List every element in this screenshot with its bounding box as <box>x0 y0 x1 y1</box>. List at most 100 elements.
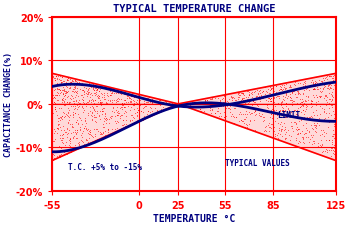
Point <box>266 122 272 126</box>
Point <box>328 149 333 152</box>
Point <box>76 81 82 85</box>
Point <box>68 139 73 143</box>
Point <box>64 78 70 81</box>
Point <box>80 111 85 114</box>
Point <box>150 100 155 104</box>
Point <box>325 81 331 84</box>
Point <box>78 88 83 92</box>
Point <box>97 101 103 104</box>
Point <box>191 102 197 106</box>
Point <box>302 132 307 136</box>
Point <box>300 138 306 142</box>
Point <box>147 101 152 104</box>
Point <box>246 123 252 126</box>
Point <box>56 88 62 91</box>
Point <box>297 106 302 110</box>
Point <box>96 101 101 105</box>
Point <box>90 83 96 87</box>
Point <box>269 87 275 91</box>
Point <box>262 86 268 90</box>
Point <box>302 98 307 102</box>
Point <box>224 99 230 103</box>
Point <box>73 121 78 125</box>
Point <box>123 122 128 126</box>
Point <box>93 116 98 119</box>
Point <box>77 116 83 120</box>
Point <box>100 123 106 126</box>
Point <box>220 105 225 108</box>
Point <box>136 101 142 104</box>
Point <box>62 146 67 150</box>
Point <box>57 148 63 152</box>
Point <box>72 129 78 132</box>
Point <box>312 88 317 91</box>
Point <box>295 107 301 110</box>
Point <box>80 99 86 102</box>
Point <box>329 146 334 150</box>
Point <box>66 79 71 83</box>
Point <box>330 148 336 152</box>
Point <box>126 96 131 100</box>
Point <box>295 82 300 86</box>
Point <box>264 91 270 94</box>
Point <box>180 103 186 106</box>
Point <box>80 107 86 110</box>
Point <box>282 96 288 100</box>
Point <box>321 111 327 115</box>
Point <box>64 96 69 100</box>
Point <box>272 132 278 136</box>
Point <box>320 89 325 93</box>
Point <box>310 127 315 131</box>
Point <box>304 128 310 132</box>
Point <box>305 99 310 102</box>
Point <box>92 119 98 123</box>
Point <box>237 113 242 116</box>
Point <box>141 106 147 110</box>
Point <box>240 92 246 96</box>
Point <box>247 99 253 103</box>
Point <box>295 115 301 119</box>
Point <box>120 119 126 122</box>
Point <box>102 116 107 120</box>
Point <box>65 132 71 135</box>
Point <box>87 109 92 113</box>
Point <box>205 99 210 103</box>
Point <box>51 156 57 160</box>
Point <box>83 105 89 108</box>
Point <box>316 153 322 156</box>
Point <box>98 85 103 89</box>
Point <box>73 132 79 136</box>
Point <box>316 116 321 120</box>
Point <box>56 78 62 82</box>
Point <box>207 109 213 113</box>
Point <box>274 114 280 118</box>
Point <box>231 97 237 101</box>
Point <box>59 99 64 102</box>
Point <box>314 81 320 85</box>
Point <box>268 88 274 92</box>
Point <box>282 87 288 91</box>
Point <box>80 84 85 87</box>
Point <box>159 108 164 111</box>
Point <box>166 102 172 105</box>
Point <box>329 98 335 101</box>
Point <box>88 141 93 145</box>
Point <box>202 99 208 103</box>
Point <box>303 126 309 130</box>
Point <box>329 100 334 103</box>
Point <box>271 129 277 133</box>
Point <box>332 101 337 105</box>
Point <box>102 135 108 138</box>
Point <box>55 123 61 127</box>
Point <box>70 88 76 91</box>
Point <box>128 98 134 102</box>
Point <box>311 122 317 126</box>
Point <box>100 126 106 129</box>
Point <box>332 91 338 95</box>
Point <box>145 110 151 114</box>
Point <box>88 92 93 96</box>
Point <box>60 114 65 118</box>
Point <box>71 84 76 87</box>
Point <box>89 102 94 106</box>
Point <box>280 95 285 99</box>
